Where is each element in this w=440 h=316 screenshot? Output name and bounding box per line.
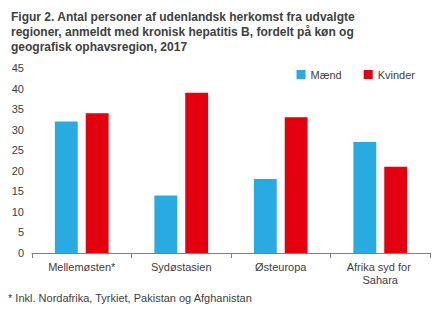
svg-text:25: 25 bbox=[12, 144, 24, 156]
svg-text:Afrika syd for: Afrika syd for bbox=[347, 261, 414, 273]
svg-text:Mænd: Mænd bbox=[311, 69, 342, 81]
svg-text:40: 40 bbox=[12, 83, 24, 95]
svg-text:Sydøstasien: Sydøstasien bbox=[151, 261, 212, 273]
svg-text:Figur 2. Antal personer af ude: Figur 2. Antal personer af udenlandsk he… bbox=[11, 10, 358, 24]
svg-text:35: 35 bbox=[12, 103, 24, 115]
svg-text:10: 10 bbox=[12, 206, 24, 218]
svg-text:15: 15 bbox=[12, 185, 24, 197]
svg-text:regioner, anmeldt med kronisk: regioner, anmeldt med kronisk hepatitis … bbox=[11, 25, 357, 39]
svg-text:Sahara: Sahara bbox=[363, 274, 399, 286]
svg-text:0: 0 bbox=[18, 247, 24, 259]
svg-text:* Inkl. Nordafrika, Tyrkiet, P: * Inkl. Nordafrika, Tyrkiet, Pakistan og… bbox=[8, 292, 252, 304]
svg-text:Østeuropa: Østeuropa bbox=[255, 261, 307, 273]
svg-text:20: 20 bbox=[12, 165, 24, 177]
svg-text:45: 45 bbox=[12, 62, 24, 74]
svg-text:geografisk ophavsregion, 2017: geografisk ophavsregion, 2017 bbox=[11, 40, 187, 54]
svg-text:5: 5 bbox=[18, 226, 24, 238]
svg-text:Kvinder: Kvinder bbox=[378, 69, 416, 81]
svg-text:Mellemøsten*: Mellemøsten* bbox=[48, 261, 116, 273]
svg-text:30: 30 bbox=[12, 124, 24, 136]
